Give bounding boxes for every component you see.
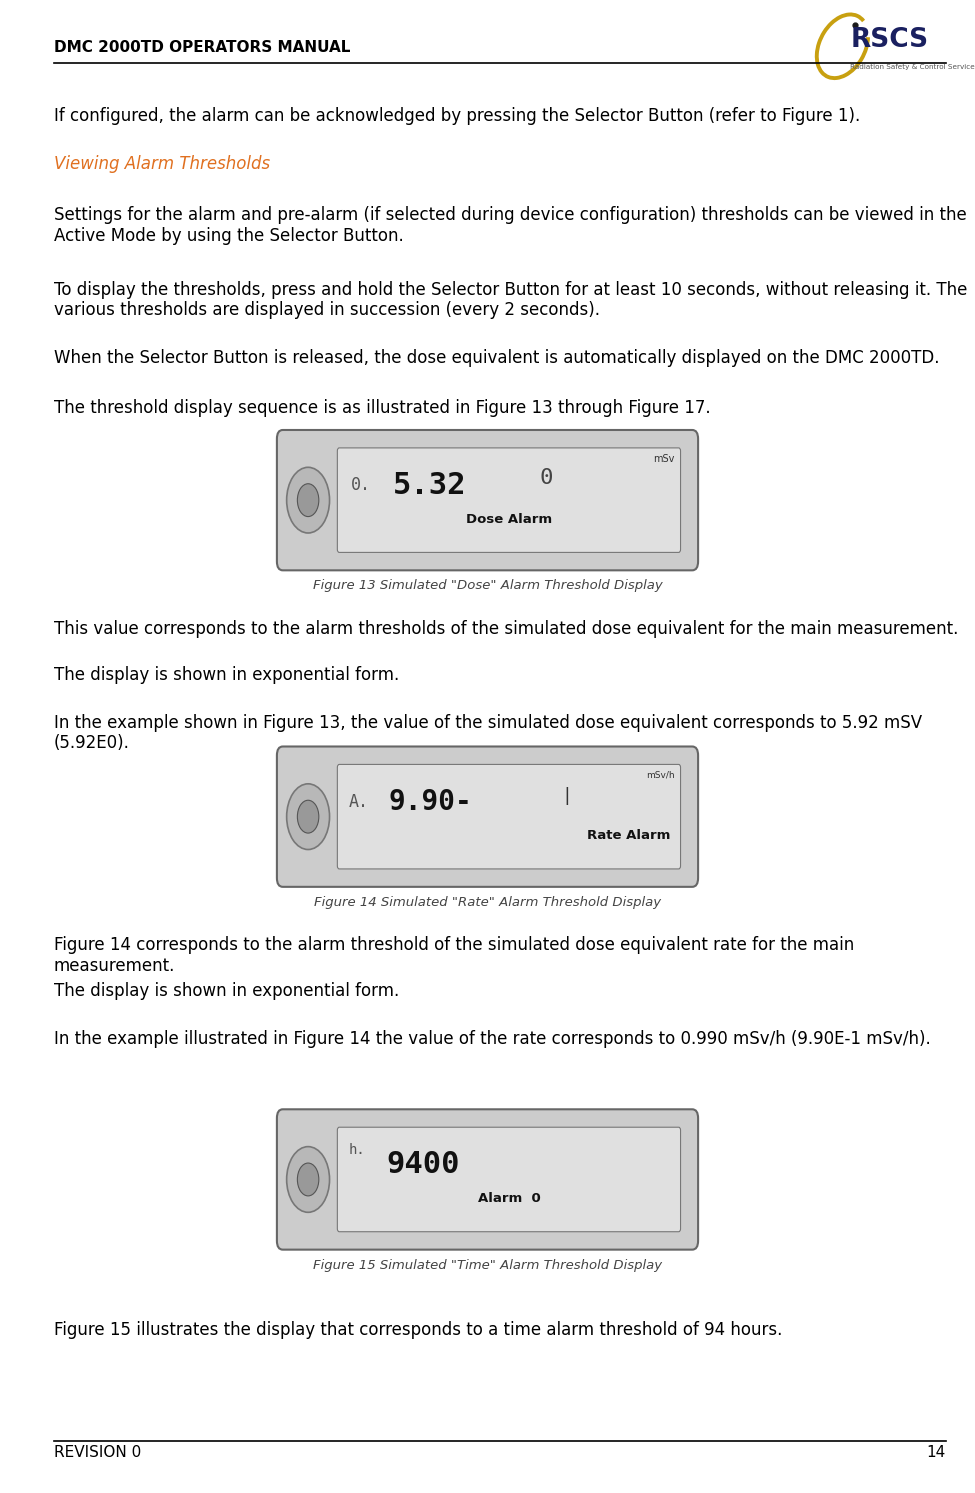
- Circle shape: [287, 1147, 330, 1212]
- Text: 9.90-: 9.90-: [388, 788, 472, 815]
- Text: Figure 15 illustrates the display that corresponds to a time alarm threshold of : Figure 15 illustrates the display that c…: [54, 1321, 782, 1339]
- FancyBboxPatch shape: [277, 430, 698, 570]
- Circle shape: [287, 784, 330, 850]
- Circle shape: [297, 800, 319, 833]
- Text: h.: h.: [349, 1142, 366, 1157]
- Text: Figure 15 Simulated "Time" Alarm Threshold Display: Figure 15 Simulated "Time" Alarm Thresho…: [313, 1259, 662, 1272]
- Text: Viewing Alarm Thresholds: Viewing Alarm Thresholds: [54, 155, 270, 173]
- Text: The threshold display sequence is as illustrated in Figure 13 through Figure 17.: The threshold display sequence is as ill…: [54, 399, 710, 417]
- Text: 0.: 0.: [351, 476, 371, 494]
- Text: The display is shown in exponential form.: The display is shown in exponential form…: [54, 666, 399, 684]
- Text: 9400: 9400: [386, 1150, 459, 1179]
- Text: mSv/h: mSv/h: [646, 770, 675, 779]
- Circle shape: [297, 484, 319, 517]
- Text: A.: A.: [349, 793, 370, 811]
- Text: The display is shown in exponential form.: The display is shown in exponential form…: [54, 982, 399, 1000]
- Text: Figure 14 Simulated "Rate" Alarm Threshold Display: Figure 14 Simulated "Rate" Alarm Thresho…: [314, 896, 661, 909]
- FancyBboxPatch shape: [337, 1127, 681, 1232]
- Text: To display the thresholds, press and hold the Selector Button for at least 10 se: To display the thresholds, press and hol…: [54, 281, 967, 320]
- Text: In the example illustrated in Figure 14 the value of the rate corresponds to 0.9: In the example illustrated in Figure 14 …: [54, 1030, 930, 1048]
- Text: 14: 14: [926, 1445, 946, 1460]
- FancyBboxPatch shape: [337, 448, 681, 552]
- Text: Dose Alarm: Dose Alarm: [466, 512, 552, 526]
- Text: Alarm  0: Alarm 0: [478, 1191, 540, 1205]
- Text: mSv: mSv: [653, 454, 675, 464]
- Circle shape: [297, 1163, 319, 1196]
- Text: If configured, the alarm can be acknowledged by pressing the Selector Button (re: If configured, the alarm can be acknowle…: [54, 107, 860, 125]
- Text: |: |: [562, 787, 572, 805]
- Text: Figure 13 Simulated "Dose" Alarm Threshold Display: Figure 13 Simulated "Dose" Alarm Thresho…: [313, 579, 662, 593]
- Text: 0: 0: [539, 467, 553, 488]
- Text: When the Selector Button is released, the dose equivalent is automatically displ: When the Selector Button is released, th…: [54, 349, 939, 367]
- Text: In the example shown in Figure 13, the value of the simulated dose equivalent co: In the example shown in Figure 13, the v…: [54, 714, 921, 752]
- Text: REVISION 0: REVISION 0: [54, 1445, 140, 1460]
- FancyBboxPatch shape: [337, 764, 681, 869]
- Text: Rate Alarm: Rate Alarm: [587, 829, 671, 842]
- FancyBboxPatch shape: [277, 746, 698, 887]
- Text: Radiation Safety & Control Services: Radiation Safety & Control Services: [850, 64, 975, 70]
- Text: 5.32: 5.32: [393, 470, 466, 500]
- Text: DMC 2000TD OPERATORS MANUAL: DMC 2000TD OPERATORS MANUAL: [54, 40, 350, 55]
- Text: Figure 14 corresponds to the alarm threshold of the simulated dose equivalent ra: Figure 14 corresponds to the alarm thres…: [54, 936, 854, 975]
- Text: RSCS: RSCS: [850, 27, 928, 54]
- Text: This value corresponds to the alarm thresholds of the simulated dose equivalent : This value corresponds to the alarm thre…: [54, 620, 958, 638]
- Circle shape: [287, 467, 330, 533]
- Text: Settings for the alarm and pre-alarm (if selected during device configuration) t: Settings for the alarm and pre-alarm (if…: [54, 206, 966, 245]
- FancyBboxPatch shape: [277, 1109, 698, 1250]
